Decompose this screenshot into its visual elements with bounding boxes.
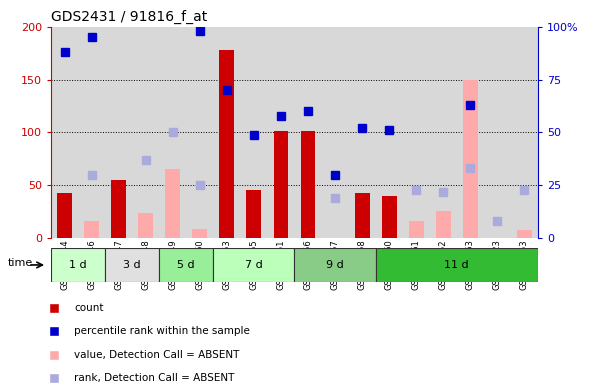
Bar	[78, 27, 105, 238]
Bar	[409, 221, 424, 238]
Text: rank, Detection Call = ABSENT: rank, Detection Call = ABSENT	[74, 373, 234, 383]
Bar	[105, 248, 159, 281]
Bar	[349, 27, 376, 238]
Bar	[219, 50, 234, 238]
Bar	[457, 27, 484, 238]
Text: GDS2431 / 91816_f_at: GDS2431 / 91816_f_at	[51, 10, 207, 25]
Bar	[511, 27, 538, 238]
Bar	[403, 27, 430, 238]
Bar	[240, 27, 267, 238]
Bar	[186, 27, 213, 238]
Bar	[213, 27, 240, 238]
Bar	[430, 27, 457, 238]
Text: percentile rank within the sample: percentile rank within the sample	[74, 326, 250, 336]
Bar	[382, 196, 397, 238]
Text: count: count	[74, 303, 103, 313]
Bar	[111, 180, 126, 238]
Bar	[159, 248, 213, 281]
Bar	[165, 169, 180, 238]
Bar	[84, 221, 99, 238]
Bar	[376, 248, 538, 281]
Bar	[273, 131, 288, 238]
Text: 9 d: 9 d	[326, 260, 344, 270]
Text: 11 d: 11 d	[445, 260, 469, 270]
Bar	[192, 228, 207, 238]
Bar	[355, 193, 370, 238]
Bar	[300, 131, 316, 238]
Bar	[517, 230, 532, 238]
Bar	[294, 248, 376, 281]
Text: 3 d: 3 d	[123, 260, 141, 270]
Bar	[132, 27, 159, 238]
Bar	[213, 248, 294, 281]
Bar	[484, 27, 511, 238]
Text: time: time	[8, 258, 33, 268]
Bar	[51, 248, 105, 281]
Bar	[376, 27, 403, 238]
Bar	[246, 190, 261, 238]
Text: 7 d: 7 d	[245, 260, 263, 270]
Bar	[294, 27, 322, 238]
Bar	[322, 27, 349, 238]
Bar	[57, 193, 72, 238]
Text: 1 d: 1 d	[69, 260, 87, 270]
Bar	[436, 210, 451, 238]
Bar	[138, 213, 153, 238]
Text: 5 d: 5 d	[177, 260, 195, 270]
Bar	[51, 27, 78, 238]
Bar	[463, 79, 478, 238]
Text: value, Detection Call = ABSENT: value, Detection Call = ABSENT	[74, 349, 239, 360]
Bar	[105, 27, 132, 238]
Bar	[267, 27, 294, 238]
Bar	[159, 27, 186, 238]
